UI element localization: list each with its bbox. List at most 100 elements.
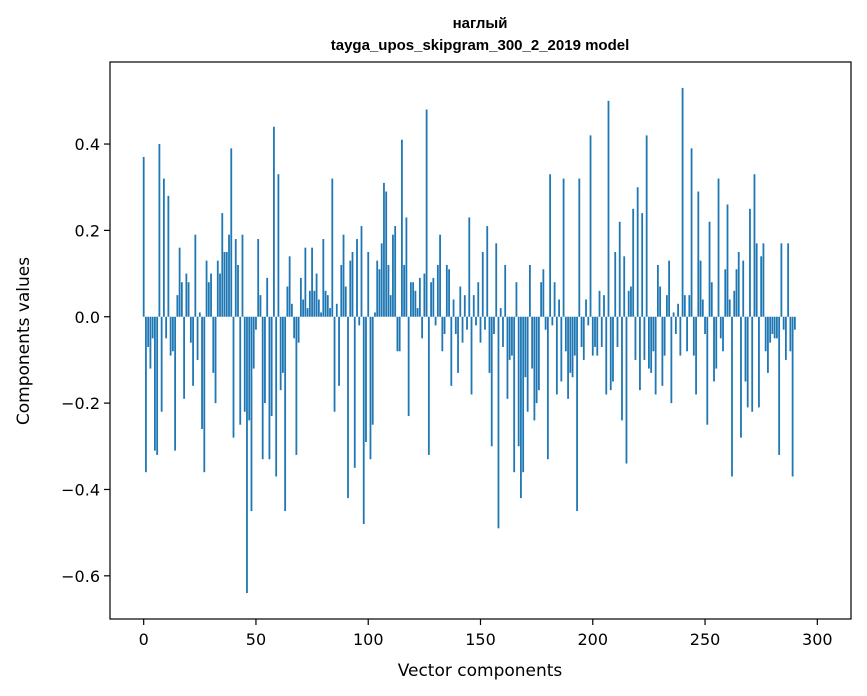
bar: [668, 260, 671, 317]
bar: [232, 316, 235, 438]
y-tick-label: 0.2: [75, 221, 100, 240]
bar: [183, 316, 185, 399]
bar: [600, 316, 603, 347]
bar: [499, 308, 502, 317]
bar: [746, 316, 749, 408]
bar: [699, 260, 702, 317]
bar: [578, 178, 581, 317]
bar: [273, 126, 275, 317]
bar: [780, 243, 783, 317]
bar: [270, 316, 273, 417]
bar: [544, 316, 547, 330]
bar: [522, 316, 525, 473]
bar: [582, 316, 585, 360]
bar: [502, 316, 504, 347]
bar: [434, 316, 437, 326]
bar: [248, 316, 251, 421]
bar: [708, 221, 711, 317]
bar: [495, 243, 498, 317]
bar: [250, 316, 253, 512]
bar: [423, 273, 426, 317]
bar: [351, 251, 354, 317]
bar: [670, 316, 673, 404]
bar: [472, 295, 475, 317]
bar: [674, 316, 677, 335]
bar: [715, 316, 718, 369]
bar: [634, 316, 637, 360]
bar: [293, 316, 296, 339]
bar: [302, 299, 305, 317]
bar: [511, 316, 513, 356]
bar: [403, 264, 406, 317]
bar: [243, 316, 246, 412]
bar: [308, 290, 311, 317]
bar: [394, 226, 397, 317]
bar: [459, 286, 462, 317]
bar: [683, 295, 686, 317]
bar: [504, 264, 507, 317]
bar: [389, 295, 392, 317]
bar: [380, 243, 383, 317]
bar: [589, 135, 592, 317]
bar: [627, 290, 630, 317]
bar: [533, 316, 536, 421]
bar: [241, 234, 244, 317]
bar: [755, 243, 758, 317]
bar: [558, 299, 560, 317]
bar: [367, 251, 370, 317]
bar: [178, 247, 181, 317]
bar: [506, 316, 509, 399]
bar: [252, 316, 255, 369]
bar: [717, 178, 720, 317]
bar: [448, 269, 450, 317]
bar: [488, 316, 491, 373]
bar: [383, 182, 385, 317]
bar: [690, 148, 693, 317]
x-tick-label: 300: [802, 630, 833, 649]
bar: [535, 316, 538, 404]
bar: [609, 316, 612, 391]
x-axis-label: Vector components: [398, 661, 563, 681]
bar: [246, 316, 248, 594]
bar: [753, 174, 756, 317]
bar: [376, 260, 379, 317]
bar: [214, 316, 217, 404]
bar: [529, 264, 531, 317]
bar: [560, 316, 563, 382]
bar: [457, 316, 459, 373]
bar: [369, 316, 372, 460]
bar: [185, 273, 188, 317]
bar: [630, 286, 632, 317]
chart-subtitle: tayga_upos_skipgram_300_2_2019 model: [331, 37, 630, 54]
bar: [733, 290, 736, 317]
y-tick-label: 0.0: [75, 308, 100, 327]
bar: [275, 316, 278, 477]
bar: [378, 269, 381, 317]
bar: [549, 174, 552, 317]
bar: [349, 260, 352, 317]
bar: [194, 234, 197, 317]
x-tick-label: 0: [139, 630, 149, 649]
chart-title: наглый: [453, 15, 508, 32]
bar: [196, 316, 199, 360]
bar: [551, 316, 554, 326]
bar: [362, 316, 365, 525]
bar: [688, 295, 691, 317]
bar: [740, 316, 742, 438]
x-tick-label: 150: [465, 630, 496, 649]
bar: [374, 312, 376, 317]
bar: [490, 316, 493, 447]
bar: [340, 264, 343, 317]
bar: [329, 308, 331, 317]
bar-series: [142, 87, 796, 594]
bar: [769, 316, 772, 343]
bar: [405, 217, 408, 317]
bar: [719, 316, 722, 339]
bar: [537, 316, 540, 391]
bar: [371, 316, 374, 425]
bar: [216, 260, 219, 317]
bar: [735, 269, 738, 317]
bar: [776, 316, 778, 339]
bar: [210, 273, 212, 317]
bar: [396, 316, 399, 352]
